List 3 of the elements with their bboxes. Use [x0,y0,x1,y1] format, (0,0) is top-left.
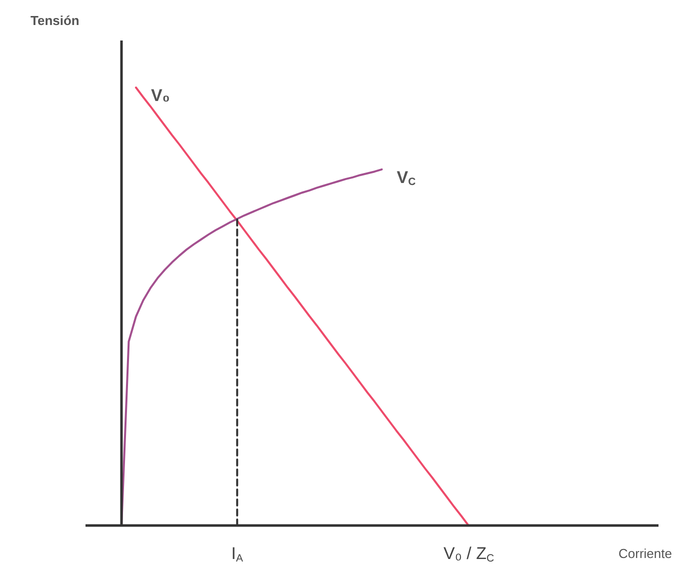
text: Tensión [30,13,80,28]
text: Corriente [618,546,672,561]
series-label: V₀ [150,86,170,105]
